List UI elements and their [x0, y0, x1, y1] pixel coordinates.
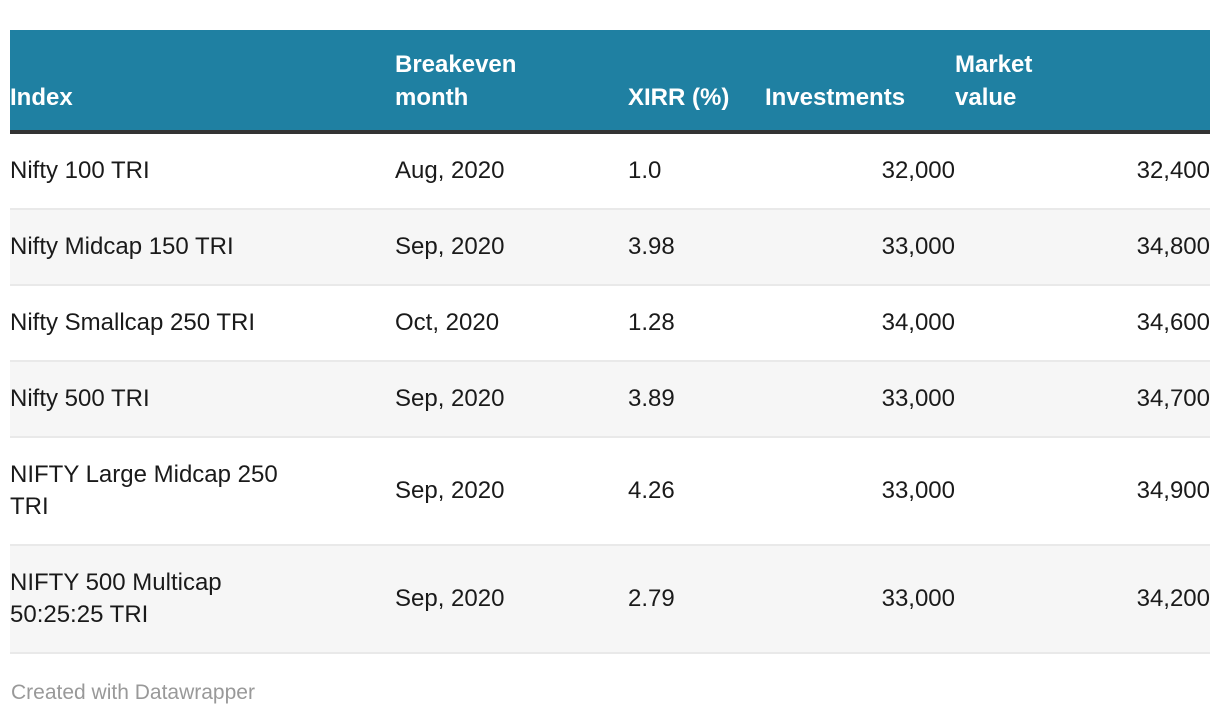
table-row: NIFTY 500 Multicap 50:25:25 TRI Sep, 202… — [10, 545, 1210, 654]
cell-index: NIFTY Large Midcap 250 TRI — [10, 437, 395, 546]
cell-investments: 33,000 — [765, 209, 955, 286]
index-sip-performance-table: Index Breakeven month XIRR (%) Investmen… — [10, 30, 1210, 654]
cell-investments: 34,000 — [765, 285, 955, 362]
table-body: Nifty 100 TRI Aug, 2020 1.0 32,000 32,40… — [10, 132, 1210, 654]
column-header-breakeven-month: Breakeven month — [395, 30, 628, 134]
datawrapper-attribution-link[interactable]: Created with Datawrapper — [11, 681, 255, 704]
table-row: Nifty 500 TRI Sep, 2020 3.89 33,000 34,7… — [10, 361, 1210, 438]
table-row: Nifty Smallcap 250 TRI Oct, 2020 1.28 34… — [10, 285, 1210, 362]
column-header-index: Index — [10, 30, 395, 134]
table-header: Index Breakeven month XIRR (%) Investmen… — [10, 30, 1210, 134]
cell-xirr: 3.98 — [628, 209, 765, 286]
column-header-market-value: Market value — [955, 30, 1210, 134]
cell-market-value: 34,700 — [955, 361, 1210, 438]
cell-xirr: 4.26 — [628, 437, 765, 546]
table-row: Nifty Midcap 150 TRI Sep, 2020 3.98 33,0… — [10, 209, 1210, 286]
cell-investments: 33,000 — [765, 361, 955, 438]
cell-breakeven-month: Aug, 2020 — [395, 132, 628, 210]
cell-investments: 33,000 — [765, 437, 955, 546]
cell-investments: 33,000 — [765, 545, 955, 654]
column-header-investments: Investments — [765, 30, 955, 134]
cell-xirr: 1.28 — [628, 285, 765, 362]
cell-investments: 32,000 — [765, 132, 955, 210]
table-row: NIFTY Large Midcap 250 TRI Sep, 2020 4.2… — [10, 437, 1210, 546]
cell-breakeven-month: Sep, 2020 — [395, 361, 628, 438]
table-header-row: Index Breakeven month XIRR (%) Investmen… — [10, 30, 1210, 134]
table-container: Index Breakeven month XIRR (%) Investmen… — [10, 30, 1210, 654]
cell-market-value: 32,400 — [955, 132, 1210, 210]
cell-breakeven-month: Oct, 2020 — [395, 285, 628, 362]
cell-market-value: 34,200 — [955, 545, 1210, 654]
cell-xirr: 3.89 — [628, 361, 765, 438]
cell-index: Nifty Midcap 150 TRI — [10, 209, 395, 286]
cell-xirr: 2.79 — [628, 545, 765, 654]
table-row: Nifty 100 TRI Aug, 2020 1.0 32,000 32,40… — [10, 132, 1210, 210]
cell-index: Nifty Smallcap 250 TRI — [10, 285, 395, 362]
cell-index: Nifty 100 TRI — [10, 132, 395, 210]
cell-index: NIFTY 500 Multicap 50:25:25 TRI — [10, 545, 395, 654]
cell-market-value: 34,800 — [955, 209, 1210, 286]
cell-breakeven-month: Sep, 2020 — [395, 437, 628, 546]
cell-index: Nifty 500 TRI — [10, 361, 395, 438]
cell-xirr: 1.0 — [628, 132, 765, 210]
column-header-xirr: XIRR (%) — [628, 30, 765, 134]
cell-breakeven-month: Sep, 2020 — [395, 545, 628, 654]
cell-breakeven-month: Sep, 2020 — [395, 209, 628, 286]
cell-market-value: 34,900 — [955, 437, 1210, 546]
cell-market-value: 34,600 — [955, 285, 1210, 362]
